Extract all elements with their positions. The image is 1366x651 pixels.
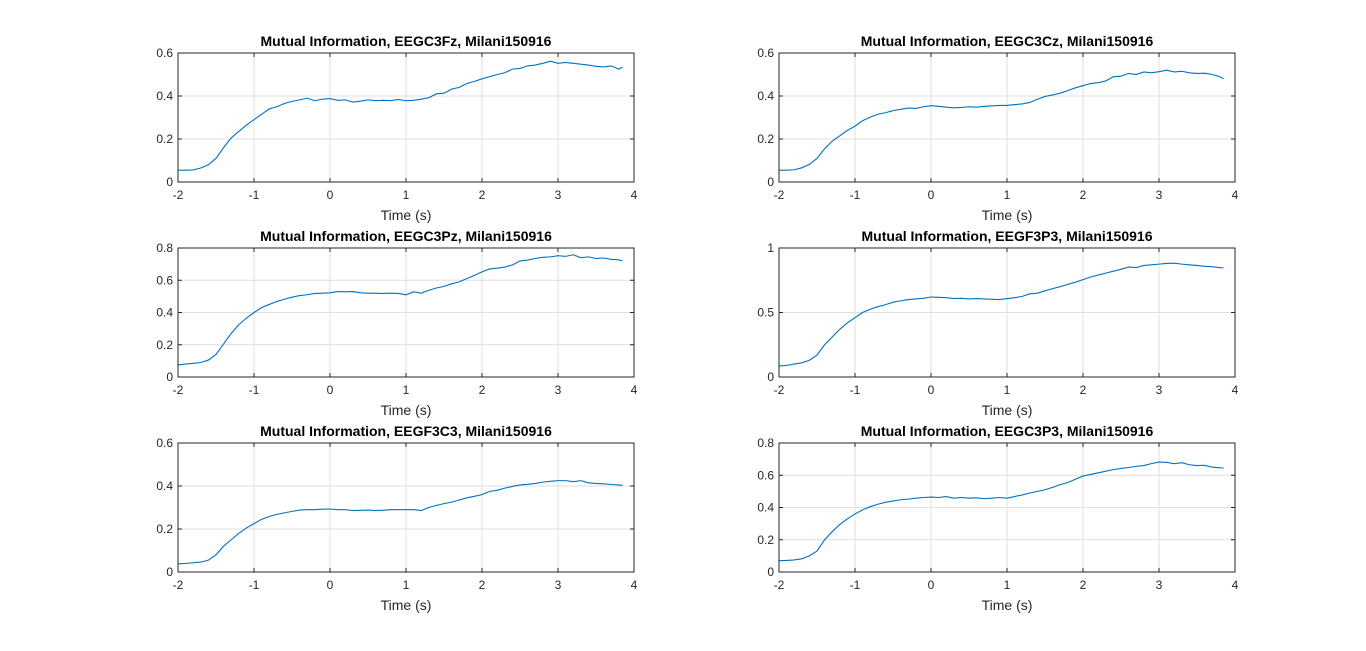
- x-tick-label: -2: [173, 383, 184, 397]
- x-tick-label: 2: [479, 188, 486, 202]
- x-tick-label: -1: [249, 383, 260, 397]
- y-tick-label: 0.6: [156, 46, 173, 60]
- chart-title: Mutual Information, EEGF3P3, Milani15091…: [862, 228, 1153, 244]
- chart-title: Mutual Information, EEGC3Pz, Milani15091…: [260, 228, 552, 244]
- x-tick-label: 1: [403, 578, 410, 592]
- x-tick-label: -1: [249, 188, 260, 202]
- y-tick-label: 0.8: [757, 436, 774, 450]
- x-tick-label: 2: [479, 383, 486, 397]
- subplot-3: -2 -1 0 1 2 3 4 0 0.2 0.4 0.6 0.8 Mutual Information…: [156, 228, 637, 418]
- y-tick-label: 0: [166, 565, 173, 579]
- series-line: [778, 461, 1224, 562]
- x-axis-label: Time (s): [381, 402, 432, 418]
- x-axis-label: Time (s): [982, 597, 1033, 613]
- y-tick-label: 0.6: [156, 436, 173, 450]
- x-tick-label: 0: [327, 578, 334, 592]
- y-tick-label: 0.8: [156, 241, 173, 255]
- x-axis-label: Time (s): [381, 207, 432, 223]
- y-tick-label: 0.2: [757, 533, 774, 547]
- x-tick-label: 4: [631, 383, 638, 397]
- x-tick-label: -1: [850, 578, 861, 592]
- series-line: [178, 60, 623, 171]
- chart-title: Mutual Information, EEGC3Fz, Milani15091…: [261, 33, 552, 49]
- x-tick-label: 0: [928, 188, 935, 202]
- x-tick-label: -2: [774, 383, 785, 397]
- y-tick-label: 0.6: [757, 468, 774, 482]
- x-tick-label: 0: [327, 383, 334, 397]
- x-tick-label: 3: [1156, 383, 1163, 397]
- x-tick-label: 3: [555, 578, 562, 592]
- x-tick-label: -2: [173, 578, 184, 592]
- subplot-2: -2 -1 0 1 2 3 4 0 0.2 0.4 0.6 Mutual Information, E…: [757, 33, 1238, 223]
- x-tick-label: 2: [1080, 188, 1087, 202]
- x-axis-label: Time (s): [982, 402, 1033, 418]
- chart-title: Mutual Information, EEGF3C3, Milani15091…: [260, 423, 552, 439]
- y-tick-label: 0.2: [156, 132, 173, 146]
- y-tick-label: 0.4: [156, 89, 173, 103]
- x-tick-label: 4: [1232, 383, 1239, 397]
- x-tick-label: 1: [1004, 578, 1011, 592]
- x-tick-label: 1: [1004, 383, 1011, 397]
- y-tick-label: 0.5: [757, 306, 774, 320]
- y-tick-label: 0: [767, 175, 774, 189]
- x-tick-label: 4: [631, 578, 638, 592]
- y-tick-label: 0.2: [757, 132, 774, 146]
- x-tick-label: 4: [1232, 578, 1239, 592]
- x-tick-label: -1: [249, 578, 260, 592]
- x-tick-label: 1: [403, 188, 410, 202]
- x-tick-label: 3: [555, 188, 562, 202]
- y-tick-label: 0: [166, 175, 173, 189]
- y-tick-label: 0.2: [156, 522, 173, 536]
- subplot-6: -2 -1 0 1 2 3 4 0 0.2 0.4 0.6 0.8 Mutual Information…: [757, 423, 1238, 613]
- x-tick-label: -1: [850, 383, 861, 397]
- y-tick-label: 0.6: [757, 46, 774, 60]
- chart-title: Mutual Information, EEGC3Cz, Milani15091…: [861, 33, 1154, 49]
- x-tick-label: 3: [555, 383, 562, 397]
- subplot-4: -2 -1 0 1 2 3 4 0 0.5 1 Mutual Information, EEGF3P…: [757, 228, 1238, 418]
- subplot-5: -2 -1 0 1 2 3 4 0 0.2 0.4 0.6 Mutual Information, E…: [156, 423, 637, 613]
- x-axis-label: Time (s): [381, 597, 432, 613]
- series-line: [779, 69, 1224, 171]
- subplot-1: -2 -1 0 1 2 3 4 0 0.2 0.4 0.6 Mutual Information, E…: [156, 33, 637, 223]
- y-tick-label: 0: [767, 565, 774, 579]
- x-tick-label: 0: [928, 383, 935, 397]
- y-tick-label: 0.4: [156, 479, 173, 493]
- x-tick-label: 0: [327, 188, 334, 202]
- y-tick-label: 0: [166, 370, 173, 384]
- y-tick-label: 1: [767, 241, 774, 255]
- chart-title: Mutual Information, EEGC3P3, Milani15091…: [861, 423, 1154, 439]
- y-tick-label: 0.4: [156, 306, 173, 320]
- y-tick-label: 0.6: [156, 273, 173, 287]
- x-tick-label: 2: [479, 578, 486, 592]
- y-tick-label: 0: [767, 370, 774, 384]
- y-tick-label: 0.2: [156, 338, 173, 352]
- series-line: [177, 254, 623, 366]
- x-tick-label: 4: [1232, 188, 1239, 202]
- x-tick-label: 2: [1080, 578, 1087, 592]
- x-tick-label: 3: [1156, 188, 1163, 202]
- series-line: [778, 262, 1224, 367]
- x-tick-label: 3: [1156, 578, 1163, 592]
- x-tick-label: -1: [850, 188, 861, 202]
- x-tick-label: -2: [774, 188, 785, 202]
- x-tick-label: 4: [631, 188, 638, 202]
- x-tick-label: 1: [1004, 188, 1011, 202]
- x-tick-label: 2: [1080, 383, 1087, 397]
- x-tick-label: 1: [403, 383, 410, 397]
- y-tick-label: 0.4: [757, 89, 774, 103]
- x-tick-label: -2: [774, 578, 785, 592]
- x-tick-label: 0: [928, 578, 935, 592]
- x-tick-label: -2: [173, 188, 184, 202]
- x-axis-label: Time (s): [982, 207, 1033, 223]
- y-tick-label: 0.4: [757, 501, 774, 515]
- series-line: [177, 480, 623, 565]
